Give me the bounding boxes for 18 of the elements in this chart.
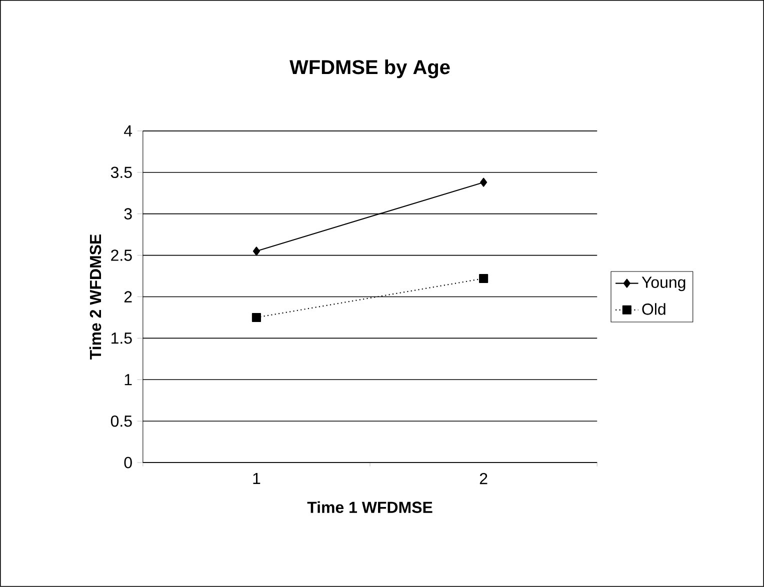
y-tick-label: 1 [124, 374, 132, 386]
legend-label: Young [642, 276, 686, 292]
y-tick-label: 4 [124, 126, 132, 136]
legend-label: Old [642, 303, 666, 315]
y-tick-label: 3 [124, 208, 132, 220]
y-axis-title: Time 2 WFDMSE [89, 234, 102, 360]
point [252, 246, 260, 256]
x-axis-title: Time 1 WFDMSE [307, 501, 432, 514]
y-tick-label: 2 [124, 291, 132, 302]
y-tick-label: 1.5 [112, 332, 132, 344]
point [480, 178, 488, 187]
point [479, 274, 488, 284]
y-tick-label: 2.5 [111, 250, 132, 262]
y-tick-label: 0.5 [110, 416, 132, 427]
y-tick-label: 3.5 [110, 166, 132, 178]
chart-title: WFDMSE by Age [290, 60, 450, 78]
y-tick-label: 0 [124, 457, 132, 468]
point [252, 313, 261, 322]
